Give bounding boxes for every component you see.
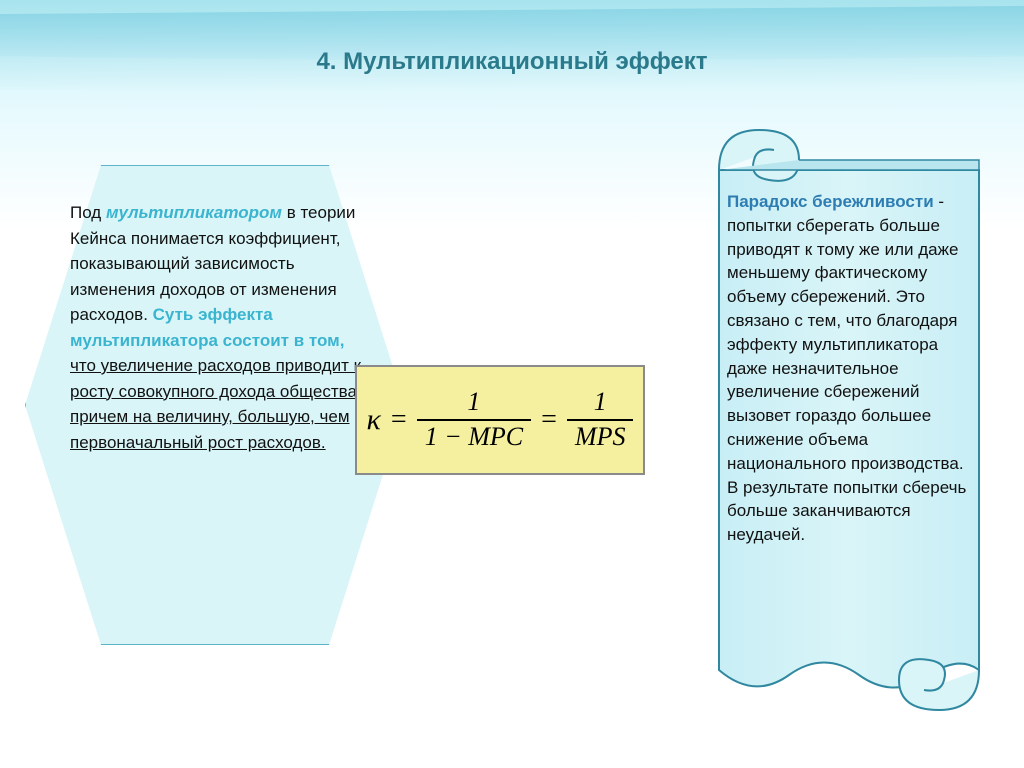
- multiplier-formula: κ = 1 1 − MPC = 1 MPS: [367, 388, 634, 451]
- equals-2: =: [541, 404, 557, 436]
- frac2-numerator: 1: [586, 388, 615, 419]
- definition-panel: Под мультипликатором в теории Кейнса пон…: [50, 175, 390, 635]
- def-underlined: что увеличение расходов приводит к росту…: [70, 356, 362, 452]
- def-term: мультипликатором: [106, 203, 282, 222]
- paradox-body: - попытки сберегать больше приводят к то…: [727, 192, 966, 544]
- kappa-symbol: κ: [367, 403, 381, 437]
- equals-1: =: [391, 404, 407, 436]
- paradox-title: Парадокс бережливости: [727, 192, 934, 211]
- formula-box: κ = 1 1 − MPC = 1 MPS: [355, 365, 645, 475]
- def-pre: Под: [70, 203, 106, 222]
- paradox-text: Парадокс бережливости - попытки сберегат…: [727, 190, 975, 547]
- frac2-denominator: MPS: [567, 419, 634, 452]
- paradox-panel: Парадокс бережливости - попытки сберегат…: [709, 115, 989, 715]
- frac1-denominator: 1 − MPC: [417, 419, 531, 452]
- fraction-2: 1 MPS: [567, 388, 634, 451]
- frac1-numerator: 1: [459, 388, 488, 419]
- fraction-1: 1 1 − MPC: [417, 388, 531, 451]
- definition-text: Под мультипликатором в теории Кейнса пон…: [50, 175, 390, 475]
- slide-title: 4. Мультипликационный эффект: [0, 48, 1024, 76]
